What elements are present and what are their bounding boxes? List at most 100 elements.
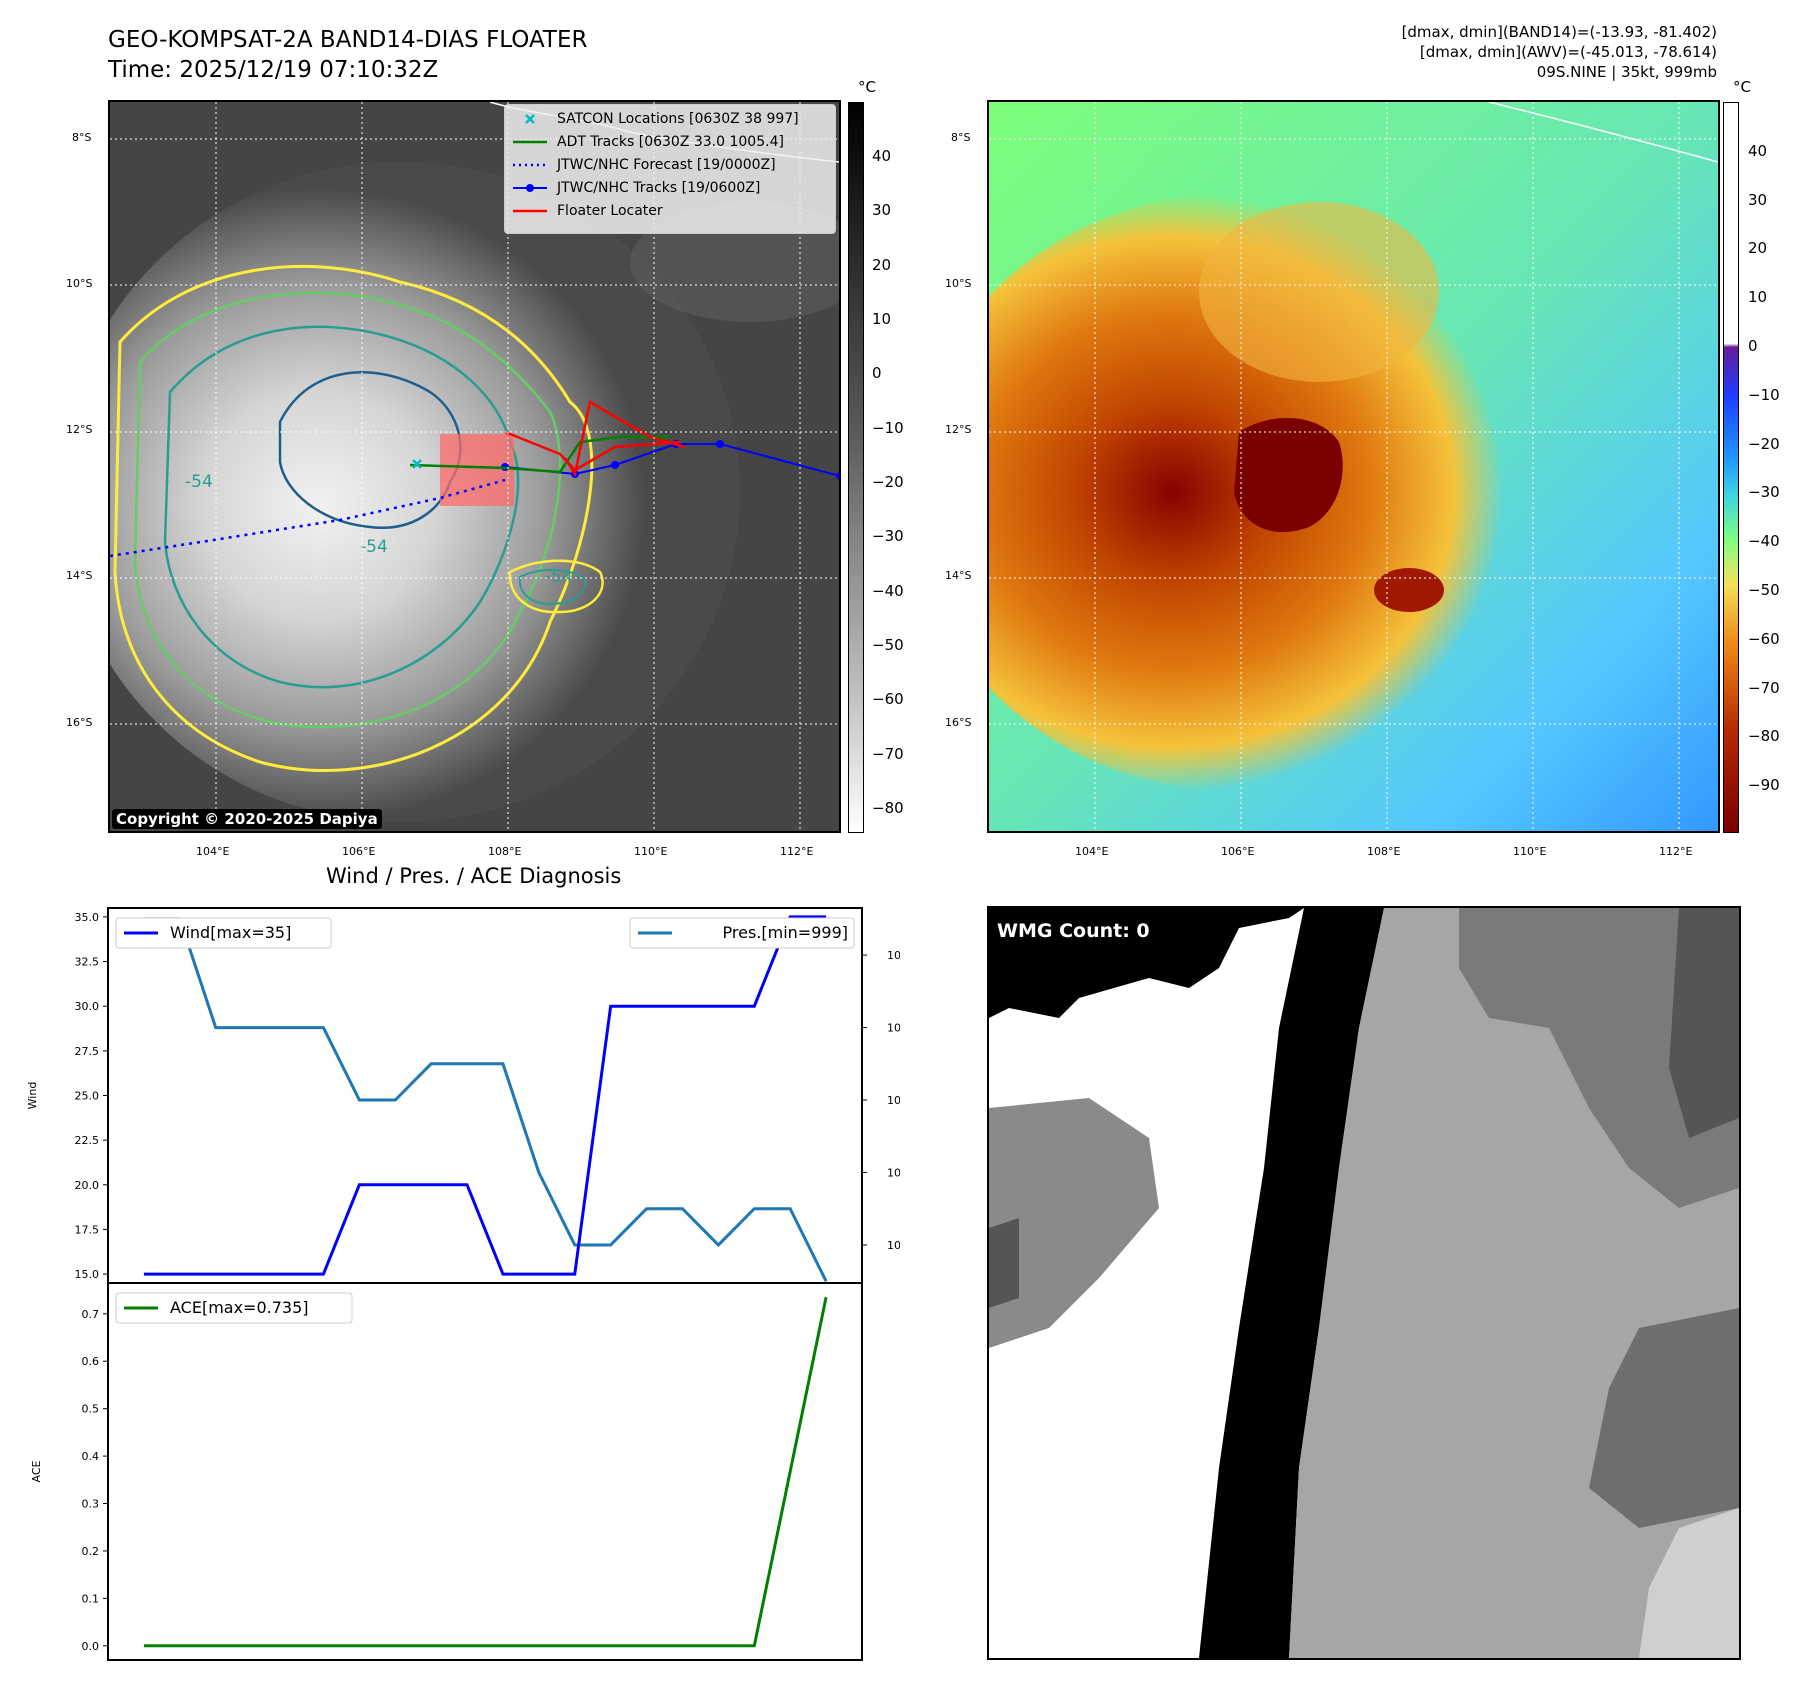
x-marker-icon — [513, 113, 547, 125]
lat-label: 12°S — [945, 423, 972, 436]
copyright: Copyright © 2020-2025 Dapiya — [112, 809, 382, 829]
diagnosis-chart: 15.0 17.5 20.0 22.5 25.0 27.5 30.0 32.5 35.0 1000… — [26, 907, 900, 1661]
legend-adt-label: ADT Tracks [0630Z 33.0 1005.4] — [557, 134, 784, 150]
pres-ytick-label: 1002 — [887, 1166, 900, 1179]
colorbar-unit: °C — [1733, 78, 1751, 96]
diagnosis-title: Wind / Pres. / ACE Diagnosis — [326, 864, 622, 888]
colorbar-tick: −30 — [1748, 483, 1780, 501]
ace-legend-label: ACE[max=0.735] — [170, 1298, 309, 1317]
ace-legend-box — [115, 1292, 353, 1324]
adt-track — [409, 435, 670, 474]
lon-label: 110°E — [1513, 845, 1547, 858]
ace-ytick-label: 0.2 — [82, 1545, 100, 1558]
colorbar-tick: −50 — [1748, 581, 1780, 599]
ace-ytick-label: 0.4 — [82, 1450, 100, 1463]
lat-label: 8°S — [951, 131, 971, 144]
ace-ytick-label: 0.7 — [82, 1308, 100, 1321]
colorbar-tick: 0 — [872, 364, 882, 382]
legend-jtwc: JTWC/NHC Tracks [19/0600Z] — [513, 177, 760, 199]
band14-range: [dmax, dmin](BAND14)=(-13.93, -81.402) — [1401, 23, 1717, 41]
colorbar-unit: °C — [858, 78, 876, 96]
wind-legend-box — [115, 917, 332, 949]
line-icon — [513, 205, 547, 217]
wmg-black-band — [1199, 908, 1384, 1658]
wind-ytick-label: 15.0 — [75, 1268, 100, 1281]
colorbar-tick: −40 — [1748, 532, 1780, 550]
wmg-right-dark — [1589, 1308, 1739, 1528]
wind-ytick-label: 35.0 — [75, 911, 100, 924]
wmg-black-top — [989, 908, 1304, 1018]
contour-label: -54 — [185, 472, 213, 492]
lon-label: 106°E — [342, 845, 376, 858]
ace-ytick-label: 0.1 — [82, 1592, 100, 1605]
ace-axes — [107, 1282, 863, 1661]
lat-label: 10°S — [66, 277, 93, 290]
colorbar-tick: −10 — [1748, 386, 1780, 404]
wmg-white-region — [989, 908, 1304, 1658]
ace-ytick-label: 0.6 — [82, 1355, 100, 1368]
wmg-darker-gray — [1669, 908, 1739, 1138]
wind-ytick-label: 27.5 — [75, 1045, 100, 1058]
colorbar-tick: −60 — [872, 690, 904, 708]
colorbar-tick: −70 — [872, 745, 904, 763]
colorbar-tick: 30 — [872, 201, 892, 219]
wind-ytick-label: 20.0 — [75, 1179, 100, 1192]
lat-label: 16°S — [66, 716, 93, 729]
wmg-left-gray — [989, 1098, 1159, 1348]
chart-time: Time: 2025/12/19 07:10:32Z — [108, 57, 439, 83]
pres-ytick-label: 1004 — [887, 1094, 900, 1107]
contour-yellow — [113, 264, 594, 772]
wmg-panel: WMG Count: 0 — [987, 906, 1741, 1660]
lon-label: 108°E — [1367, 845, 1401, 858]
legend-adt: ADT Tracks [0630Z 33.0 1005.4] — [513, 131, 784, 153]
coastline — [1488, 102, 1718, 163]
lat-label: 10°S — [945, 277, 972, 290]
line-dot-icon — [513, 182, 547, 194]
lat-label: 8°S — [72, 131, 92, 144]
colorbar-tick: −10 — [872, 419, 904, 437]
colorbar-tick: −80 — [1748, 727, 1780, 745]
lon-label: 104°E — [1075, 845, 1109, 858]
awv-cell — [1374, 568, 1444, 612]
lat-label: 14°S — [66, 569, 93, 582]
colorbar-tick: −40 — [872, 582, 904, 600]
legend-floater: Floater Locater — [513, 200, 663, 222]
pres-ytick-label: 1008 — [887, 949, 900, 962]
wind-ytick-label: 32.5 — [75, 956, 100, 969]
contour-label-2: -54 — [360, 537, 388, 557]
wmg-image — [989, 908, 1739, 1658]
lon-label: 108°E — [488, 845, 522, 858]
ir-colorbar — [848, 102, 864, 833]
colorbar-tick: 0 — [1748, 337, 1758, 355]
floater-box — [440, 434, 514, 506]
storm-info: 09S.NINE | 35kt, 999mb — [1536, 63, 1717, 81]
colorbar-tick: 30 — [1748, 191, 1768, 209]
colorbar-tick: 20 — [1748, 239, 1768, 257]
colorbar-tick: −20 — [872, 473, 904, 491]
line-icon — [513, 136, 547, 148]
awv-map-panel — [987, 100, 1720, 833]
ace-ytick-label: 0.0 — [82, 1640, 100, 1653]
colorbar-tick: 40 — [1748, 142, 1768, 160]
colorbar-tick: 10 — [872, 310, 892, 328]
wind-axis-label: Wind — [26, 1082, 39, 1110]
awv-cloud-patch — [1199, 202, 1439, 382]
forecast-track — [110, 478, 506, 558]
map-legend: SATCON Locations [0630Z 38 997] ADT Trac… — [504, 104, 836, 234]
lon-label: 106°E — [1221, 845, 1255, 858]
colorbar-tick: −60 — [1748, 630, 1780, 648]
colorbar-tick: −30 — [872, 527, 904, 545]
lat-label: 12°S — [66, 423, 93, 436]
satcon-marker — [412, 459, 422, 469]
colorbar-tick: 40 — [872, 147, 892, 165]
ace-ytick-label: 0.5 — [82, 1403, 100, 1416]
contour-green — [133, 291, 562, 729]
wmg-right-light — [1639, 1508, 1739, 1658]
lon-label: 112°E — [780, 845, 814, 858]
contour-teal — [163, 325, 520, 689]
wind-ytick-label: 22.5 — [75, 1134, 100, 1147]
pres-legend-label: Pres.[min=999] — [723, 923, 848, 942]
colorbar-tick: −90 — [1748, 776, 1780, 794]
pres-ytick-label: 1000 — [887, 1239, 900, 1252]
lon-label: 110°E — [634, 845, 668, 858]
